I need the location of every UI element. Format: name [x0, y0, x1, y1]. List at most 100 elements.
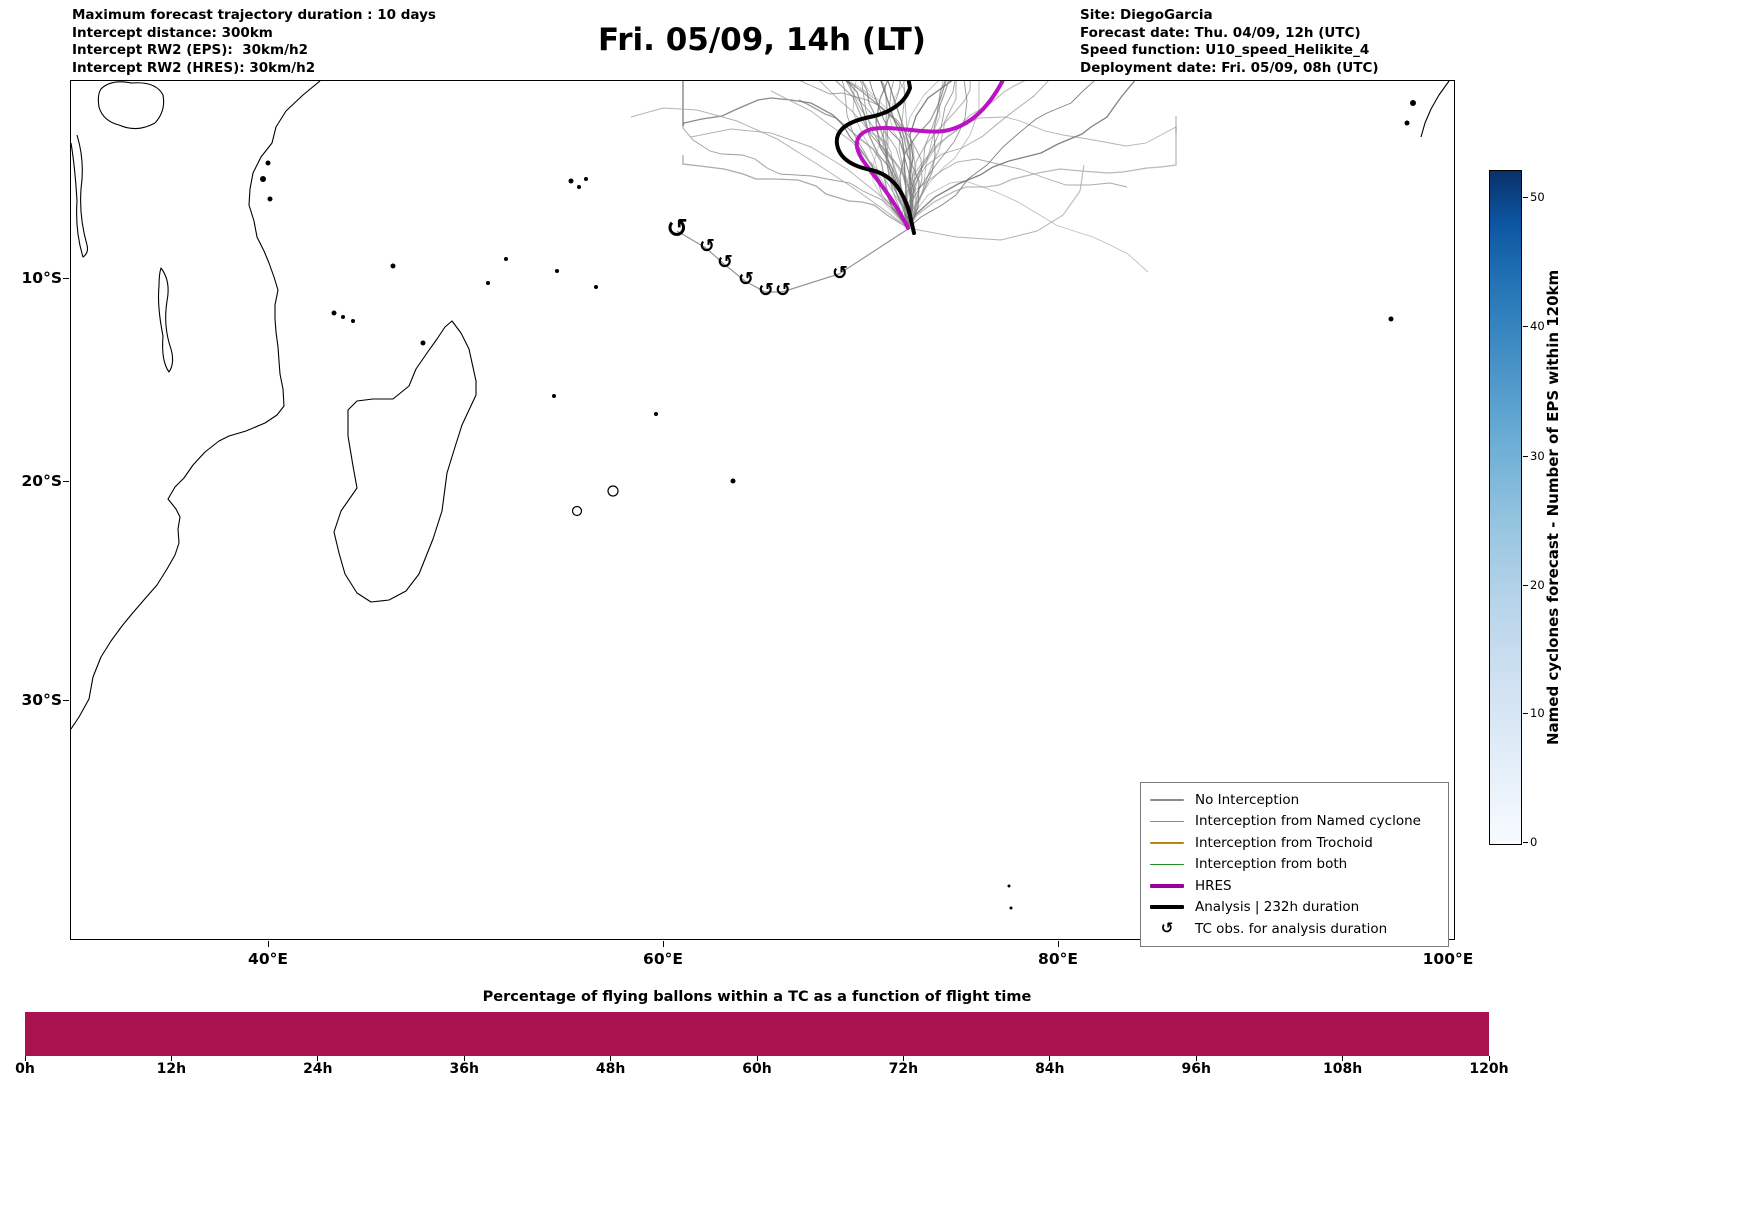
island-outline: [607, 485, 619, 497]
x-tick-label: 100°E: [1422, 950, 1474, 968]
colorbar-tick-label: 30: [1530, 449, 1545, 463]
colorbar-tick-label: 10: [1530, 706, 1545, 720]
flight-time-tick-mark: [463, 1056, 465, 1061]
max-duration-text: Maximum forecast trajectory duration : 1…: [72, 7, 436, 23]
legend-item-label: TC obs. for analysis duration: [1195, 920, 1388, 937]
island-dot: [420, 340, 426, 346]
gray-trajectory-long: [630, 107, 909, 229]
coastline: [71, 134, 89, 258]
coastline: [333, 320, 477, 603]
legend-item: ↺ TC obs. for analysis duration: [1146, 918, 1440, 940]
forecast-date-text: Forecast date: Thu. 04/09, 12h (UTC): [1080, 24, 1361, 41]
flight-time-tick-label: 48h: [595, 1061, 626, 1077]
coastline: [97, 81, 165, 130]
legend-line: [1150, 799, 1184, 801]
x-tick-label: 60°E: [643, 950, 683, 968]
y-tick-label: 30°S: [21, 691, 62, 709]
speed-function-text: Speed function: U10_speed_Helikite_4: [1080, 42, 1370, 58]
colorbar-tick-mark: [1522, 841, 1528, 843]
island-dot: [265, 160, 271, 166]
flight-time-tick-label: 36h: [449, 1061, 479, 1077]
y-tick-mark: [63, 480, 69, 482]
gray-trajectory: [818, 81, 910, 229]
island-dot: [267, 196, 273, 202]
island-dot: [1007, 884, 1011, 888]
legend-item-label: Interception from Named cyclone: [1195, 813, 1421, 830]
tc-obs-icon: ↺: [775, 279, 791, 301]
island-dot: [568, 178, 574, 184]
x-tick-mark: [267, 941, 269, 947]
colorbar-tick-mark: [1522, 584, 1528, 586]
legend-line-swatch: [1146, 799, 1188, 801]
gray-trajectory-long: [907, 164, 1085, 241]
flight-time-tick-label: 120h: [1469, 1061, 1509, 1077]
flight-time-tick-mark: [24, 1056, 26, 1061]
colorbar-tick-label: 50: [1530, 190, 1545, 204]
flight-time-tick-mark: [1049, 1056, 1051, 1061]
island-dot: [1009, 906, 1013, 910]
x-tick-mark: [1057, 941, 1059, 947]
island-dot: [1388, 316, 1394, 322]
island-dot: [390, 263, 396, 269]
flight-time-tick-label: 108h: [1322, 1061, 1363, 1077]
flight-time-tick-label: 60h: [742, 1061, 772, 1077]
gray-trajectory: [906, 81, 968, 229]
tc-obs-icon: ↺: [832, 262, 848, 284]
island-dot: [552, 394, 556, 398]
legend-line: [1150, 842, 1184, 844]
intercept-distance-text: Intercept distance: 300km: [72, 24, 273, 41]
map-legend: No Interception Interception from Named c…: [1140, 782, 1449, 947]
eps-colorbar: [1489, 170, 1522, 845]
tc-obs-icon: ↺: [758, 279, 774, 301]
legend-line: [1150, 883, 1184, 888]
bottom-chart-title: Percentage of flying ballons within a TC…: [482, 989, 1032, 1005]
deployment-date-text: Deployment date: Fri. 05/09, 08h (UTC): [1080, 59, 1379, 76]
island-dot: [260, 176, 266, 182]
gray-trajectory-long: [690, 128, 909, 222]
colorbar-tick-mark: [1522, 712, 1528, 714]
island-dot: [730, 478, 736, 484]
gray-trajectory: [907, 81, 1095, 229]
legend-item: Interception from Named cyclone: [1146, 811, 1440, 833]
y-tick-mark: [63, 699, 69, 701]
legend-line: [1150, 863, 1184, 865]
legend-item: Interception from both: [1146, 854, 1440, 876]
hres-track: [854, 81, 1005, 230]
y-tick-label: 10°S: [21, 269, 62, 287]
legend-item: Interception from Trochoid: [1146, 832, 1440, 854]
gray-trajectory: [907, 81, 1026, 229]
gray-trajectory: [907, 116, 1177, 229]
legend-line-swatch: [1146, 820, 1188, 822]
tc-obs-icon: ↺: [717, 251, 733, 273]
gray-trajectory: [907, 81, 946, 229]
colorbar-label: Named cyclones forecast - Number of EPS …: [1544, 269, 1562, 746]
legend-item: HRES: [1146, 875, 1440, 897]
island-dot: [1410, 100, 1416, 106]
colorbar-tick-mark: [1522, 455, 1528, 457]
site-text: Site: DiegoGarcia: [1080, 7, 1213, 23]
legend-item-label: No Interception: [1195, 791, 1300, 808]
trajectory-map: ↺ ↺ ↺ ↺ ↺ ↺ ↺ No Interception Interception from…: [70, 80, 1455, 947]
island-dot: [577, 185, 581, 189]
figure-title: Fri. 05/09, 14h (LT): [598, 22, 926, 58]
header-top-left: Maximum forecast trajectory duration : 1…: [72, 7, 436, 77]
island-dot: [594, 285, 598, 289]
x-tick-label: 80°E: [1038, 950, 1078, 968]
tc-obs-icon: ↺: [699, 235, 715, 257]
gray-trajectory: [907, 81, 956, 229]
gray-trajectory: [907, 81, 1136, 229]
map-svg: ↺↺↺↺ ↺ ↺↺: [71, 81, 1450, 910]
island-dot: [341, 315, 345, 319]
legend-item-label: Interception from Trochoid: [1195, 834, 1373, 851]
tc-obs-icon: ↺: [1160, 919, 1174, 938]
legend-line: [1150, 820, 1184, 822]
colorbar-tick-label: 0: [1530, 835, 1538, 849]
island-dot: [351, 319, 355, 323]
flight-time-tick-label: 12h: [156, 1061, 187, 1077]
flight-time-tick-mark: [902, 1056, 905, 1061]
colorbar-tick-mark: [1522, 196, 1528, 198]
tc-observed-track: [676, 228, 909, 293]
legend-line-swatch: [1146, 905, 1188, 910]
island-dot: [504, 257, 508, 261]
